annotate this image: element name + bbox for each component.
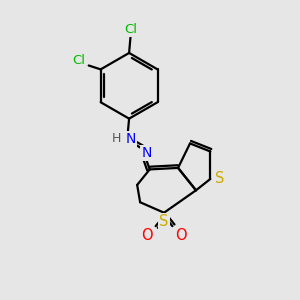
Text: Cl: Cl — [124, 22, 137, 36]
Text: N: N — [126, 132, 136, 146]
Text: S: S — [214, 171, 224, 186]
Text: O: O — [176, 229, 187, 244]
Text: O: O — [141, 229, 152, 244]
Text: Cl: Cl — [72, 54, 85, 67]
Text: N: N — [142, 146, 152, 160]
Text: H: H — [112, 132, 121, 145]
Text: S: S — [159, 214, 169, 229]
